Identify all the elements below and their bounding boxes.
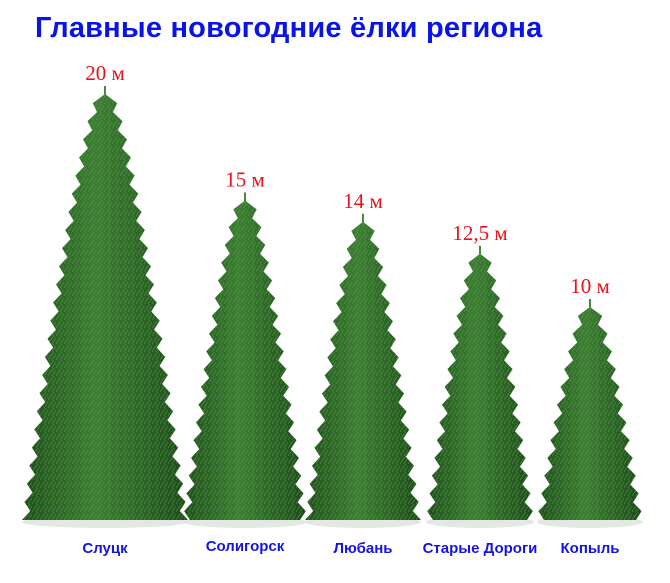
category-label: Старые Дороги (423, 540, 538, 557)
tree-texture (427, 253, 533, 520)
category-label: Копыль (561, 540, 620, 557)
value-label: 12,5 м (452, 221, 507, 245)
value-label: 15 м (225, 168, 265, 192)
category-label: Слуцк (82, 540, 128, 557)
category-label: Любань (333, 540, 392, 557)
value-label: 10 м (570, 274, 610, 298)
category-label: Солигорск (206, 538, 285, 555)
tree-texture (538, 307, 642, 520)
value-label: 14 м (343, 189, 383, 213)
value-label: 20 м (85, 61, 125, 85)
tree-texture (184, 200, 306, 520)
tree-texture (22, 94, 188, 520)
tree-texture (305, 221, 421, 521)
chart-title: Главные новогодние ёлки региона (35, 12, 543, 44)
